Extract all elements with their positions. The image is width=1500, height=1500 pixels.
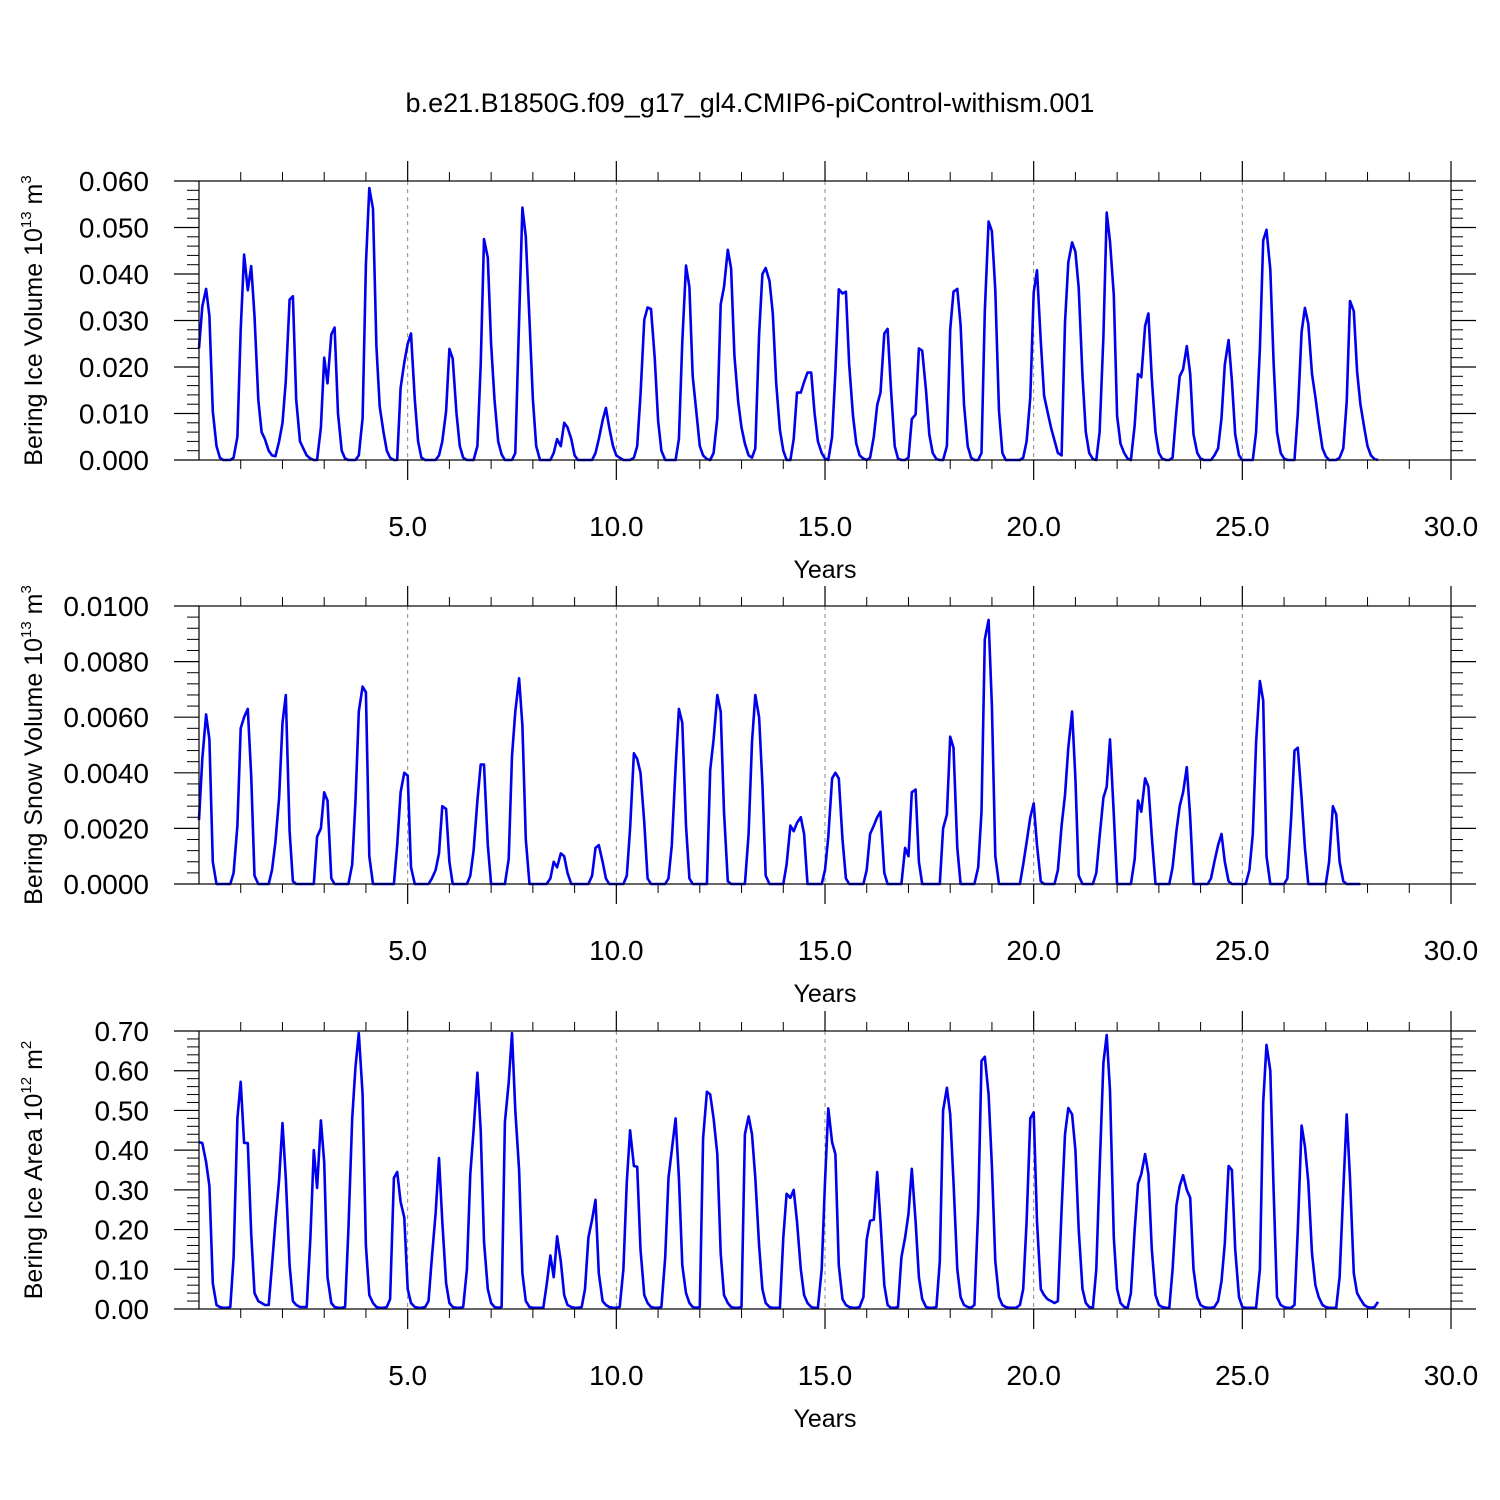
x-axis-title: Years (793, 980, 856, 1008)
x-tick-label: 25.0 (1215, 1360, 1270, 1391)
y-axis-title-text: Bering Ice Volume 10 (20, 228, 48, 466)
y-tick-label: 0.030 (79, 306, 149, 337)
y-tick-label: 0.0060 (63, 702, 149, 733)
x-tick-label: 25.0 (1215, 511, 1270, 542)
y-axis-title-unit-exponent: 3 (18, 175, 35, 183)
x-tick-label: 5.0 (388, 1360, 427, 1391)
y-axis-title-exponent: 13 (18, 621, 35, 638)
x-tick-label: 15.0 (798, 1360, 853, 1391)
y-tick-label: 0.00 (95, 1294, 150, 1325)
y-tick-label: 0.50 (95, 1095, 150, 1126)
panel-2: 5.0 10.0 15.0 20.0 25.0 30.0 0.0000 0.0020 0.004… (18, 585, 1478, 1008)
y-tick-label: 0.0080 (63, 647, 149, 678)
panel-3: 5.0 10.0 15.0 20.0 25.0 30.0 0.00 0.10 0.20 0.30 0… (18, 1011, 1478, 1433)
y-axis-title-text: Bering Snow Volume 10 (20, 638, 48, 905)
x-tick-label: 10.0 (589, 935, 644, 966)
x-axis-title: Years (793, 1405, 856, 1433)
y-axis-title: Bering Snow Volume 1013 m3 (18, 585, 48, 905)
y-tick-label: 0.40 (95, 1135, 150, 1166)
y-tick-label: 0.020 (79, 352, 149, 383)
y-tick-label: 0.70 (95, 1016, 150, 1047)
x-tick-label: 30.0 (1424, 935, 1479, 966)
y-tick-label: 0.20 (95, 1215, 150, 1246)
x-tick-label: 15.0 (798, 511, 853, 542)
x-tick-label: 20.0 (1006, 1360, 1061, 1391)
y-tick-label: 0.0000 (63, 869, 149, 900)
y-tick-label: 0.10 (95, 1254, 150, 1285)
y-axis-title-text: Bering Ice Area 10 (20, 1094, 48, 1300)
y-tick-label: 0.0040 (63, 758, 149, 789)
y-tick-label: 0.0100 (63, 591, 149, 622)
y-axis-title: Bering Ice Volume 1013 m3 (18, 175, 48, 465)
y-axis-title-unit-exponent: 3 (18, 585, 35, 593)
x-tick-label: 20.0 (1006, 511, 1061, 542)
y-axis-title-exponent: 12 (18, 1077, 35, 1094)
series-line (197, 186, 1379, 462)
y-tick-label: 0.60 (95, 1056, 150, 1087)
panel-1: 5.0 10.0 15.0 20.0 25.0 30.0 0.000 0.010 0.020 0.… (18, 161, 1478, 584)
series-line (197, 618, 1361, 886)
y-axis-title-exponent: 13 (18, 211, 35, 228)
x-tick-label: 30.0 (1424, 511, 1479, 542)
y-axis-title-unit: m (20, 1049, 48, 1077)
x-tick-label: 5.0 (388, 511, 427, 542)
y-axis-title-unit: m (20, 184, 48, 212)
figure-title: b.e21.B1850G.f09_g17_gl4.CMIP6-piControl… (405, 88, 1095, 118)
x-tick-label: 10.0 (589, 511, 644, 542)
y-axis-title-unit-exponent: 2 (18, 1041, 35, 1049)
y-tick-label: 0.000 (79, 445, 149, 476)
y-tick-label: 0.010 (79, 399, 149, 430)
y-tick-label: 0.050 (79, 213, 149, 244)
y-tick-label: 0.30 (95, 1175, 150, 1206)
x-axis-title: Years (793, 556, 856, 584)
y-axis-title-unit: m (20, 594, 48, 622)
x-tick-label: 20.0 (1006, 935, 1061, 966)
y-tick-label: 0.040 (79, 259, 149, 290)
x-tick-label: 15.0 (798, 935, 853, 966)
series-line (198, 1031, 1380, 1310)
x-tick-label: 25.0 (1215, 935, 1270, 966)
y-tick-label: 0.0020 (63, 813, 149, 844)
y-axis-title: Bering Ice Area 1012 m2 (18, 1041, 48, 1300)
x-tick-label: 5.0 (388, 935, 427, 966)
x-tick-label: 10.0 (589, 1360, 644, 1391)
x-tick-label: 30.0 (1424, 1360, 1479, 1391)
y-tick-label: 0.060 (79, 166, 149, 197)
